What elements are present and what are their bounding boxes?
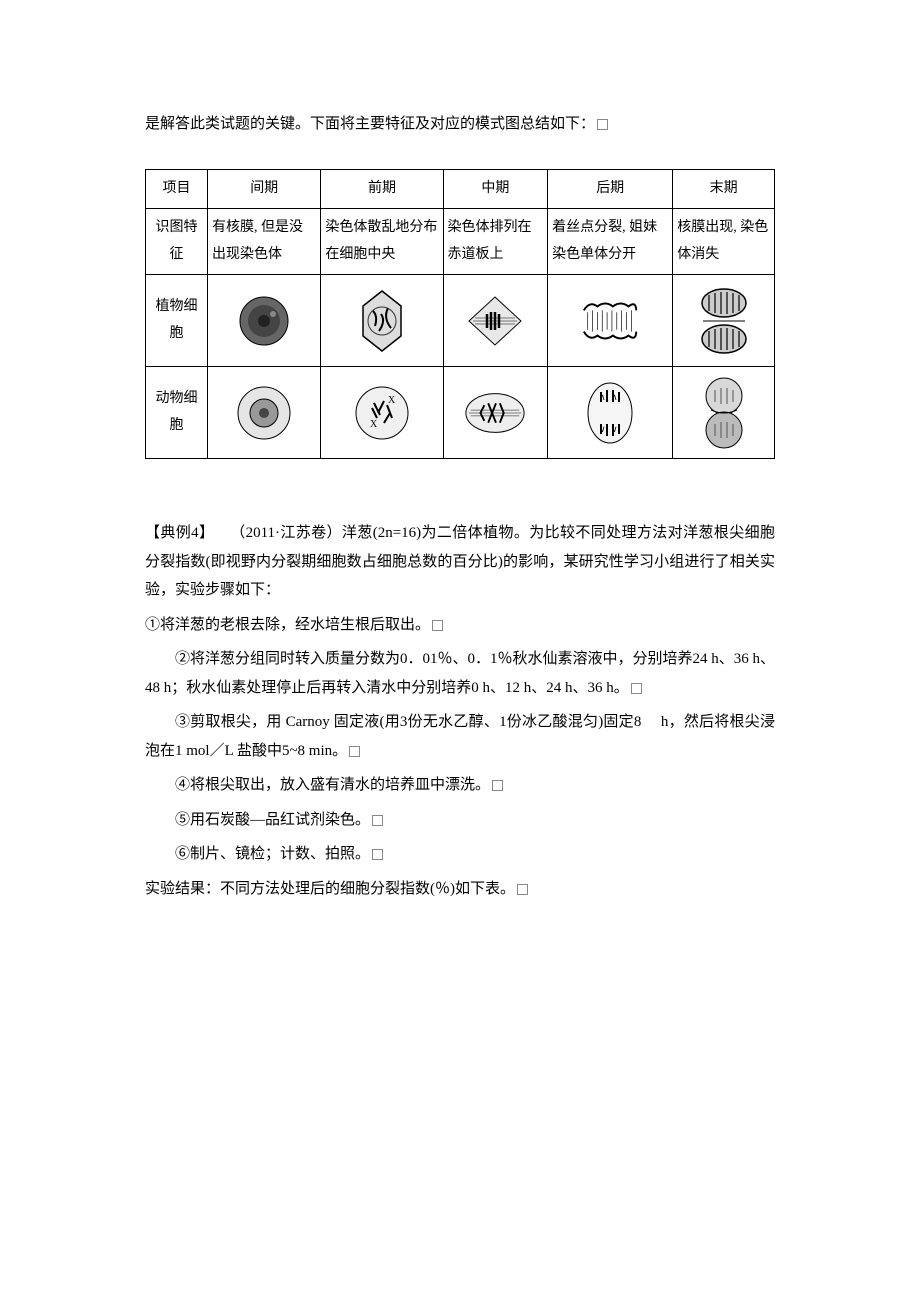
mitosis-table: 项目 间期 前期 中期 后期 末期 识图特征 有核膜, 但是没出现染色体 染色体… <box>145 169 775 460</box>
feature-label: 识图特征 <box>146 209 208 275</box>
animal-prophase-icon: X X <box>352 383 412 443</box>
plant-label: 植物细胞 <box>146 275 208 367</box>
table-header-row: 项目 间期 前期 中期 后期 末期 <box>146 169 775 209</box>
plant-anaphase-icon <box>578 292 642 350</box>
header-col0: 项目 <box>146 169 208 209</box>
end-marker <box>432 620 443 631</box>
plant-metaphase-cell <box>443 275 548 367</box>
end-marker <box>372 849 383 860</box>
feature-c5: 核膜出现, 染色体消失 <box>673 209 775 275</box>
plant-interphase-icon <box>235 292 293 350</box>
end-marker <box>492 780 503 791</box>
end-marker <box>349 746 360 757</box>
svg-text:∨: ∨ <box>599 424 606 434</box>
header-col3: 中期 <box>443 169 548 209</box>
animal-label: 动物细胞 <box>146 367 208 459</box>
svg-text:X: X <box>370 419 378 430</box>
example-title: 【典例4】 （2011·江苏卷）洋葱(2n=16)为二倍体植物。为比较不同处理方… <box>145 519 775 605</box>
plant-row: 植物细胞 <box>146 275 775 367</box>
end-marker <box>597 119 608 130</box>
header-col2: 前期 <box>321 169 443 209</box>
plant-telophase-cell <box>673 275 775 367</box>
header-col1: 间期 <box>208 169 321 209</box>
step-4: ④将根尖取出，放入盛有清水的培养皿中漂洗。 <box>145 771 775 800</box>
step-6: ⑥制片、镜检；计数、拍照。 <box>145 840 775 869</box>
plant-metaphase-icon <box>463 292 527 350</box>
plant-telophase-icon <box>695 285 753 357</box>
animal-prophase-cell: X X <box>321 367 443 459</box>
end-marker <box>372 815 383 826</box>
svg-text:∧: ∧ <box>599 392 606 402</box>
plant-interphase-cell <box>208 275 321 367</box>
example-block: 【典例4】 （2011·江苏卷）洋葱(2n=16)为二倍体植物。为比较不同处理方… <box>145 519 775 903</box>
experiment-result: 实验结果：不同方法处理后的细胞分裂指数(％)如下表。 <box>145 875 775 904</box>
animal-metaphase-cell <box>443 367 548 459</box>
feature-c4: 着丝点分裂, 姐妹染色单体分开 <box>548 209 673 275</box>
animal-row: 动物细胞 X X <box>146 367 775 459</box>
svg-text:∨: ∨ <box>611 424 618 434</box>
end-marker <box>631 683 642 694</box>
end-marker <box>517 884 528 895</box>
header-col4: 后期 <box>548 169 673 209</box>
header-col5: 末期 <box>673 169 775 209</box>
svg-text:X: X <box>388 395 396 406</box>
animal-telophase-icon <box>697 376 751 450</box>
feature-c3: 染色体排列在赤道板上 <box>443 209 548 275</box>
svg-text:∧: ∧ <box>611 392 618 402</box>
step-1: ①将洋葱的老根去除，经水培生根后取出。 <box>145 611 775 640</box>
animal-telophase-cell <box>673 367 775 459</box>
feature-c2: 染色体散乱地分布在细胞中央 <box>321 209 443 275</box>
plant-anaphase-cell <box>548 275 673 367</box>
page-intro: 是解答此类试题的关键。下面将主要特征及对应的模式图总结如下： <box>145 110 775 139</box>
animal-interphase-cell <box>208 367 321 459</box>
feature-c1: 有核膜, 但是没出现染色体 <box>208 209 321 275</box>
feature-row: 识图特征 有核膜, 但是没出现染色体 染色体散乱地分布在细胞中央 染色体排列在赤… <box>146 209 775 275</box>
animal-interphase-icon <box>234 383 294 443</box>
plant-prophase-icon <box>353 286 411 356</box>
step-3: ③剪取根尖，用 Carnoy 固定液(用3份无水乙醇、1份冰乙酸混匀)固定8 h… <box>145 708 775 765</box>
animal-metaphase-icon <box>463 388 527 438</box>
step-2: ②将洋葱分组同时转入质量分数为0．01％、0．1％秋水仙素溶液中，分别培养24 … <box>145 645 775 702</box>
animal-anaphase-icon: ∧ ∧ ∨ ∨ <box>583 380 637 446</box>
plant-prophase-cell <box>321 275 443 367</box>
animal-anaphase-cell: ∧ ∧ ∨ ∨ <box>548 367 673 459</box>
step-5: ⑤用石炭酸—品红试剂染色。 <box>145 806 775 835</box>
